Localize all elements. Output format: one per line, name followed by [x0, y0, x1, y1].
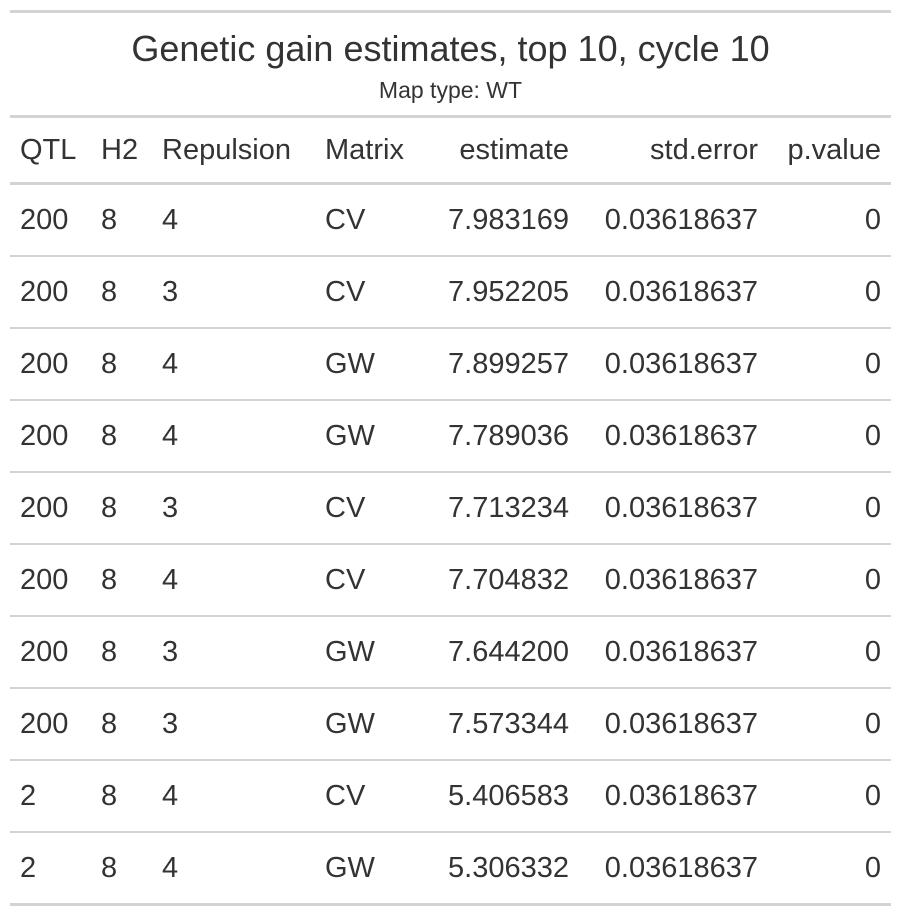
table-subtitle: Map type: WT: [378, 77, 523, 103]
table-body: 200 8 4 CV 7.983169 0.03618637 0 200 8 3 CV 7.95220…: [10, 183, 891, 906]
cell-estimate: 7.713234: [425, 472, 579, 545]
cell-matrix: GW: [315, 832, 425, 906]
cell-std-error: 0.03618637: [579, 472, 768, 545]
cell-repulsion: 4: [152, 760, 315, 833]
header-row: QTL H2 Repulsion Matrix estimate std.err…: [10, 118, 891, 185]
cell-estimate: 7.704832: [425, 544, 579, 617]
cell-std-error: 0.03618637: [579, 832, 768, 906]
cell-h2: 8: [91, 400, 152, 473]
cell-estimate: 7.573344: [425, 688, 579, 761]
cell-matrix: GW: [315, 616, 425, 689]
cell-p-value: 0: [768, 760, 891, 833]
cell-matrix: GW: [315, 400, 425, 473]
table-row: 200 8 3 GW 7.573344 0.03618637 0: [10, 688, 891, 761]
cell-qtl: 200: [10, 472, 91, 545]
cell-estimate: 7.789036: [425, 400, 579, 473]
cell-h2: 8: [91, 256, 152, 329]
cell-qtl: 200: [10, 256, 91, 329]
cell-estimate: 7.983169: [425, 183, 579, 257]
cell-matrix: GW: [315, 328, 425, 401]
cell-repulsion: 3: [152, 688, 315, 761]
cell-h2: 8: [91, 616, 152, 689]
cell-repulsion: 4: [152, 328, 315, 401]
table-row: 2 8 4 GW 5.306332 0.03618637 0: [10, 832, 891, 906]
cell-h2: 8: [91, 760, 152, 833]
cell-matrix: CV: [315, 183, 425, 257]
cell-repulsion: 3: [152, 256, 315, 329]
table-row: 200 8 4 GW 7.899257 0.03618637 0: [10, 328, 891, 401]
table-row: 200 8 3 GW 7.644200 0.03618637 0: [10, 616, 891, 689]
col-header-p-value: p.value: [768, 118, 891, 185]
cell-qtl: 2: [10, 760, 91, 833]
cell-qtl: 2: [10, 832, 91, 906]
cell-repulsion: 3: [152, 472, 315, 545]
gt-table: Genetic gain estimates, top 10, cycle 10…: [10, 10, 891, 906]
cell-p-value: 0: [768, 183, 891, 257]
cell-estimate: 5.406583: [425, 760, 579, 833]
cell-h2: 8: [91, 328, 152, 401]
cell-qtl: 200: [10, 688, 91, 761]
table-row: 2 8 4 CV 5.406583 0.03618637 0: [10, 760, 891, 833]
cell-qtl: 200: [10, 183, 91, 257]
header-rule: [10, 115, 891, 118]
table-title: Genetic gain estimates, top 10, cycle 10: [131, 28, 770, 69]
cell-h2: 8: [91, 832, 152, 906]
top-rule: [10, 10, 891, 13]
cell-p-value: 0: [768, 616, 891, 689]
cell-qtl: 200: [10, 616, 91, 689]
cell-estimate: 7.899257: [425, 328, 579, 401]
cell-h2: 8: [91, 183, 152, 257]
table-row: 200 8 4 CV 7.704832 0.03618637 0: [10, 544, 891, 617]
cell-repulsion: 4: [152, 183, 315, 257]
cell-matrix: CV: [315, 472, 425, 545]
col-header-estimate: estimate: [425, 118, 579, 185]
cell-p-value: 0: [768, 688, 891, 761]
table-row: 200 8 4 CV 7.983169 0.03618637 0: [10, 183, 891, 257]
cell-std-error: 0.03618637: [579, 183, 768, 257]
table-row: 200 8 3 CV 7.952205 0.03618637 0: [10, 256, 891, 329]
table-row: 200 8 3 CV 7.713234 0.03618637 0: [10, 472, 891, 545]
cell-repulsion: 4: [152, 832, 315, 906]
cell-p-value: 0: [768, 832, 891, 906]
cell-repulsion: 4: [152, 400, 315, 473]
col-header-std-error: std.error: [579, 118, 768, 185]
table-row: 200 8 4 GW 7.789036 0.03618637 0: [10, 400, 891, 473]
results-table: QTL H2 Repulsion Matrix estimate std.err…: [10, 118, 891, 906]
cell-matrix: CV: [315, 760, 425, 833]
cell-h2: 8: [91, 472, 152, 545]
cell-estimate: 7.644200: [425, 616, 579, 689]
cell-p-value: 0: [768, 472, 891, 545]
cell-qtl: 200: [10, 544, 91, 617]
cell-matrix: CV: [315, 544, 425, 617]
col-header-qtl: QTL: [10, 118, 91, 185]
cell-estimate: 7.952205: [425, 256, 579, 329]
cell-p-value: 0: [768, 544, 891, 617]
cell-matrix: GW: [315, 688, 425, 761]
cell-std-error: 0.03618637: [579, 544, 768, 617]
cell-repulsion: 4: [152, 544, 315, 617]
cell-std-error: 0.03618637: [579, 400, 768, 473]
col-header-repulsion: Repulsion: [152, 118, 315, 185]
cell-estimate: 5.306332: [425, 832, 579, 906]
cell-repulsion: 3: [152, 616, 315, 689]
cell-qtl: 200: [10, 328, 91, 401]
cell-p-value: 0: [768, 328, 891, 401]
cell-std-error: 0.03618637: [579, 760, 768, 833]
col-header-h2: H2: [91, 118, 152, 185]
cell-h2: 8: [91, 544, 152, 617]
cell-h2: 8: [91, 688, 152, 761]
cell-std-error: 0.03618637: [579, 616, 768, 689]
cell-qtl: 200: [10, 400, 91, 473]
cell-std-error: 0.03618637: [579, 328, 768, 401]
cell-std-error: 0.03618637: [579, 688, 768, 761]
cell-p-value: 0: [768, 256, 891, 329]
cell-std-error: 0.03618637: [579, 256, 768, 329]
cell-matrix: CV: [315, 256, 425, 329]
cell-p-value: 0: [768, 400, 891, 473]
col-header-matrix: Matrix: [315, 118, 425, 185]
